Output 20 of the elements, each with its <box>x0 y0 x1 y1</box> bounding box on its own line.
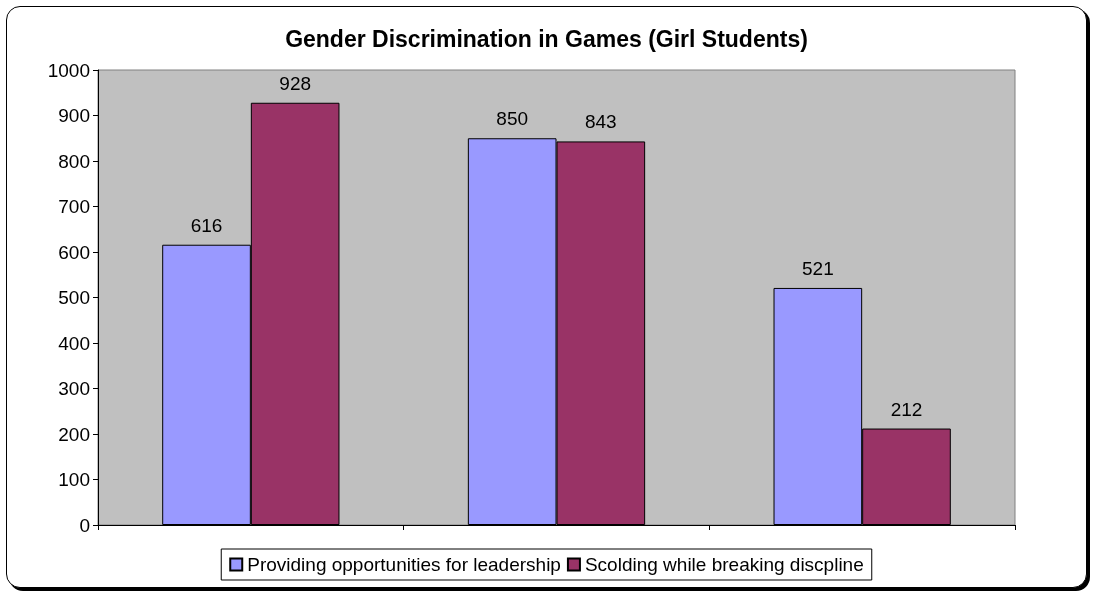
data-label: 850 <box>496 108 529 130</box>
y-tick-label: 700 <box>58 196 90 217</box>
y-tick-label: 1000 <box>47 59 90 81</box>
y-tick-label: 200 <box>58 423 90 445</box>
legend-label: Scolding while breaking discpline <box>584 554 864 575</box>
y-tick-label: 300 <box>58 378 90 399</box>
data-label: 521 <box>801 257 834 279</box>
y-tick-label: 600 <box>58 241 90 263</box>
y-tick-label: 900 <box>58 105 90 126</box>
y-tick-label: 800 <box>58 150 90 172</box>
data-label: 843 <box>584 111 617 133</box>
y-tick-label: 400 <box>58 332 90 354</box>
legend-label: Providing opportunities for leadership <box>247 554 561 575</box>
data-label: 212 <box>890 398 923 420</box>
y-tick-label: 100 <box>58 469 90 490</box>
y-tick-label: 500 <box>58 287 90 308</box>
y-tick-label: 0 <box>79 514 90 536</box>
chart-title: Gender Discrimination in Games (Girl Students) <box>285 25 808 52</box>
data-label: 928 <box>279 72 312 94</box>
data-label: 616 <box>190 214 223 236</box>
